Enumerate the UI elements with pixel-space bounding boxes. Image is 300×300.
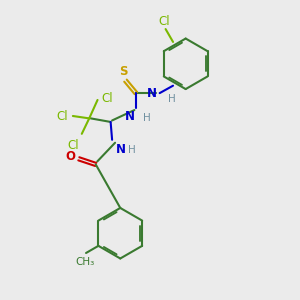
Text: H: H <box>128 145 135 155</box>
Text: Cl: Cl <box>57 110 68 122</box>
Text: Cl: Cl <box>101 92 113 105</box>
Text: H: H <box>168 94 176 104</box>
Text: Cl: Cl <box>67 139 79 152</box>
Text: H: H <box>143 113 151 123</box>
Text: CH₃: CH₃ <box>75 256 94 267</box>
Text: S: S <box>119 65 128 78</box>
Text: Cl: Cl <box>158 15 170 28</box>
Text: N: N <box>116 143 126 156</box>
Text: N: N <box>147 87 157 100</box>
Text: O: O <box>65 150 75 163</box>
Text: N: N <box>124 110 134 123</box>
